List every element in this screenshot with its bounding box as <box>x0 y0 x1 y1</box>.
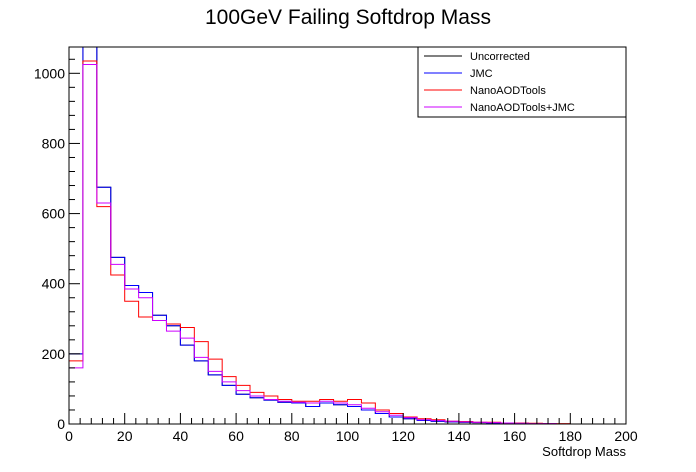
y-tick-label: 400 <box>42 276 66 292</box>
series-layer <box>68 46 626 425</box>
legend-label: Uncorrected <box>470 51 530 63</box>
series-line-3 <box>68 64 626 425</box>
legend: Uncorrected JMC NanoAODTools NanoAODTools+J… <box>417 46 627 118</box>
x-tick-label: 60 <box>228 428 244 444</box>
x-axis-label: Softdrop Mass <box>542 444 626 459</box>
y-tick-label: 200 <box>42 346 66 362</box>
chart-title: 100GeV Failing Softdrop Mass <box>205 6 491 29</box>
x-tick-label: 120 <box>392 428 416 444</box>
x-tick-label: 180 <box>559 428 583 444</box>
legend-label: JMC <box>470 68 493 80</box>
legend-label: NanoAODTools <box>470 85 546 97</box>
y-tick-label: 1000 <box>34 65 65 81</box>
axis-layer: 0 20 40 60 80 100 120 140 160 180 200 0 200 400 600 800… <box>34 58 638 444</box>
legend-label: NanoAODTools+JMC <box>470 102 575 114</box>
y-tick-label: 0 <box>57 416 65 432</box>
legend-box <box>417 46 627 118</box>
x-tick-label: 40 <box>173 428 189 444</box>
y-tick-label: 800 <box>42 135 66 151</box>
x-tick-label: 200 <box>614 428 638 444</box>
x-tick-label: 100 <box>336 428 360 444</box>
y-tick-label: 600 <box>42 206 66 222</box>
x-tick-label: 20 <box>117 428 133 444</box>
x-tick-label: 80 <box>284 428 300 444</box>
x-tick-label: 0 <box>65 428 73 444</box>
x-tick-label: 160 <box>503 428 527 444</box>
x-tick-label: 140 <box>447 428 471 444</box>
